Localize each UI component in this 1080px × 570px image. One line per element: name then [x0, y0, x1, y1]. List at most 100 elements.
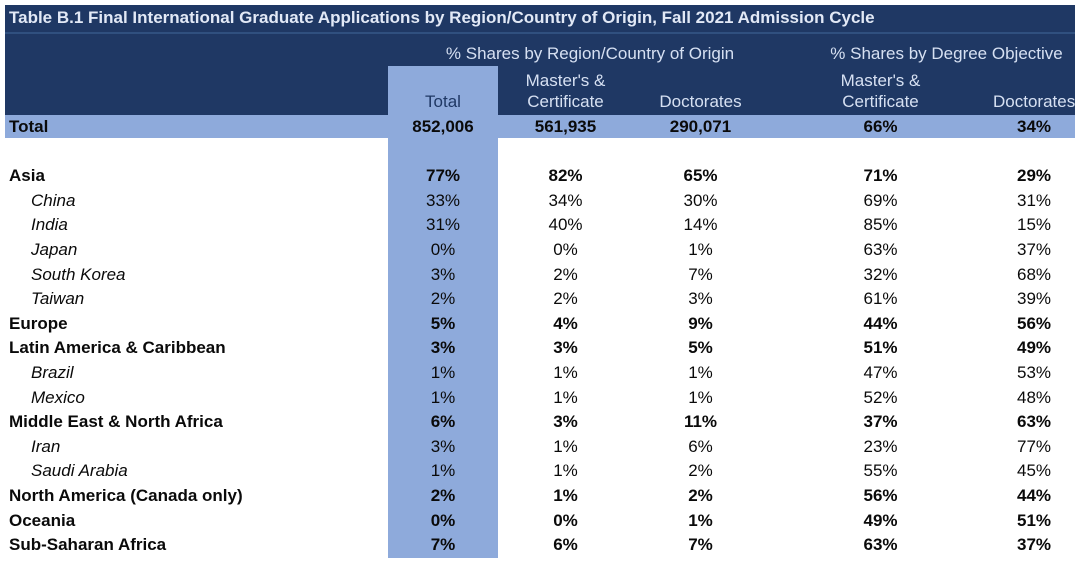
value-cell: 48%: [1016, 387, 1052, 407]
value-cell: 37%: [1016, 240, 1052, 260]
value-cell: 31%: [388, 213, 498, 238]
value-cell: 61%: [863, 289, 898, 309]
group-header-row: % Shares by Region/Country of Origin % S…: [5, 33, 1076, 66]
value-cell: 53%: [1016, 363, 1052, 383]
table-title-row: Table B.1 Final International Graduate A…: [5, 5, 1076, 34]
value-cell: 1%: [388, 360, 498, 386]
value-cell: 2%: [688, 461, 713, 481]
value-cell: 4%: [553, 313, 578, 333]
value-cell: 7%: [688, 264, 713, 284]
group-header-blank: [5, 33, 388, 66]
value-cell: 1%: [688, 363, 713, 383]
value-cell: 31%: [1016, 190, 1052, 210]
table-row: Asia 77% 82% 65% 71% 29%: [5, 164, 1075, 189]
table-row: China 33% 34% 30% 69% 31%: [5, 188, 1075, 214]
column-header-blank: [5, 66, 388, 115]
row-label: Sub-Saharan Africa: [9, 535, 167, 555]
value-cell: 52%: [863, 387, 898, 407]
value-cell: 33%: [388, 188, 498, 214]
column-header-masters-cert-origin: Master's & Certificate: [498, 66, 633, 115]
row-label: Japan: [31, 240, 78, 260]
spacer-row: [5, 138, 1075, 164]
value-cell: 32%: [863, 264, 898, 284]
value-cell: 66%: [768, 115, 993, 138]
value-cell: 15%: [1016, 215, 1052, 235]
value-cell: 47%: [863, 363, 898, 383]
value-cell: 34%: [548, 190, 583, 210]
value-cell: 1%: [553, 387, 578, 407]
value-cell: 82%: [548, 166, 583, 186]
value-cell: 55%: [863, 461, 898, 481]
value-cell: 65%: [683, 166, 718, 186]
row-label: Saudi Arabia: [31, 461, 128, 481]
table-row: Europe 5% 4% 9% 44% 56%: [5, 311, 1075, 337]
value-cell: 2%: [388, 483, 498, 509]
column-header-doctorates-degree: Doctorates: [993, 66, 1075, 115]
value-cell: 7%: [688, 535, 713, 555]
group-header-degree-objective: % Shares by Degree Objective: [768, 33, 1076, 66]
value-cell: 2%: [388, 286, 498, 312]
value-cell: 3%: [553, 338, 578, 358]
value-cell: 1%: [388, 459, 498, 484]
row-label: China: [31, 190, 76, 210]
value-cell: 2%: [688, 486, 713, 506]
value-cell: 1%: [553, 363, 578, 383]
total-summary-row: Total 852,006 561,935 290,071 66% 34%: [5, 115, 1076, 138]
column-header-total: Total: [388, 66, 498, 115]
value-cell: 56%: [1016, 313, 1052, 333]
value-cell: 34%: [993, 115, 1076, 138]
value-cell: 0%: [388, 508, 498, 533]
row-label: Taiwan: [31, 289, 85, 309]
table-row: Latin America & Caribbean 3% 3% 5% 51% 49%: [5, 336, 1075, 361]
value-cell: 290,071: [633, 115, 768, 138]
value-cell: 37%: [863, 412, 898, 432]
column-header-doctorates-origin: Doctorates: [633, 66, 768, 115]
value-cell: 0%: [388, 237, 498, 263]
value-cell: 37%: [1016, 535, 1052, 555]
value-cell: 44%: [863, 313, 898, 333]
table-row: Japan 0% 0% 1% 63% 37%: [5, 237, 1075, 263]
value-cell: 29%: [1016, 166, 1052, 186]
value-cell: 44%: [1016, 486, 1052, 506]
value-cell: 852,006: [388, 115, 498, 138]
value-cell: 561,935: [498, 115, 633, 138]
row-label: India: [31, 215, 68, 235]
row-label: Europe: [9, 313, 68, 333]
value-cell: 6%: [388, 409, 498, 435]
value-cell: 45%: [1016, 461, 1052, 481]
row-label: Brazil: [31, 363, 74, 383]
value-cell: 51%: [863, 338, 898, 358]
value-cell: 40%: [548, 215, 583, 235]
row-label: Total: [5, 115, 388, 138]
value-cell: 49%: [1016, 338, 1052, 358]
row-label: Iran: [31, 436, 61, 456]
value-cell: 6%: [688, 436, 713, 456]
value-cell: 39%: [1016, 289, 1052, 309]
table-row: Middle East & North Africa 6% 3% 11% 37% 63%: [5, 409, 1075, 435]
value-cell: 6%: [553, 535, 578, 555]
table-body: Total 852,006 561,935 290,071 66% 34% As…: [5, 115, 1076, 558]
column-header-masters-cert-degree: Master's & Certificate: [768, 66, 993, 115]
value-cell: 51%: [1016, 510, 1052, 530]
table-row: Saudi Arabia 1% 1% 2% 55% 45%: [5, 459, 1075, 484]
value-cell: 14%: [683, 215, 718, 235]
value-cell: 77%: [1016, 436, 1052, 456]
table-title: Table B.1 Final International Graduate A…: [5, 5, 1076, 34]
table-row: Iran 3% 1% 6% 23% 77%: [5, 434, 1075, 460]
table-row: Oceania 0% 0% 1% 49% 51%: [5, 508, 1075, 533]
value-cell: 11%: [683, 412, 718, 432]
group-header-region-country: % Shares by Region/Country of Origin: [388, 33, 768, 66]
value-cell: 3%: [388, 434, 498, 460]
value-cell: 63%: [1016, 412, 1052, 432]
row-label: South Korea: [31, 264, 126, 284]
row-label: Oceania: [9, 510, 76, 530]
value-cell: 49%: [863, 510, 898, 530]
value-cell: 1%: [688, 510, 713, 530]
value-cell: 3%: [553, 412, 578, 432]
value-cell: 77%: [388, 164, 498, 189]
row-label: Asia: [9, 166, 45, 186]
row-label: Middle East & North Africa: [9, 412, 223, 432]
applications-table: Table B.1 Final International Graduate A…: [5, 5, 1075, 558]
table-row: South Korea 3% 2% 7% 32% 68%: [5, 262, 1075, 287]
value-cell: 5%: [688, 338, 713, 358]
